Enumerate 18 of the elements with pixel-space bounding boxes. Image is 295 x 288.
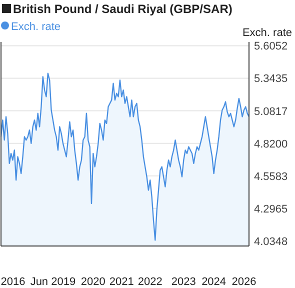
x-tick-label: 2022: [138, 276, 162, 288]
x-tick-label: 2023: [171, 276, 196, 288]
chart-title: British Pound / Saudi Riyal (GBP/SAR): [13, 2, 232, 16]
x-tick-label: 2021: [109, 276, 134, 288]
y-tick-label: 4.2965: [254, 203, 288, 216]
y-tick-label: 5.6052: [254, 40, 288, 53]
x-tick-label: Jun 2019: [30, 276, 76, 288]
y-tick-label: 5.3435: [254, 73, 288, 86]
y-tick-label: 4.5583: [254, 170, 288, 183]
x-tick-label: 2020: [80, 276, 106, 288]
x-tick-label: 2016: [0, 276, 26, 288]
y-tick-label: 4.0348: [254, 236, 288, 248]
x-tick-label: 2024: [202, 276, 226, 288]
x-tick-label: 2026: [232, 276, 256, 288]
y-axis-title: Exch. rate: [242, 27, 292, 39]
legend-label: Exch. rate: [11, 21, 61, 33]
y-tick-label: 5.0817: [254, 106, 288, 118]
y-tick-label: 4.8200: [254, 138, 288, 150]
